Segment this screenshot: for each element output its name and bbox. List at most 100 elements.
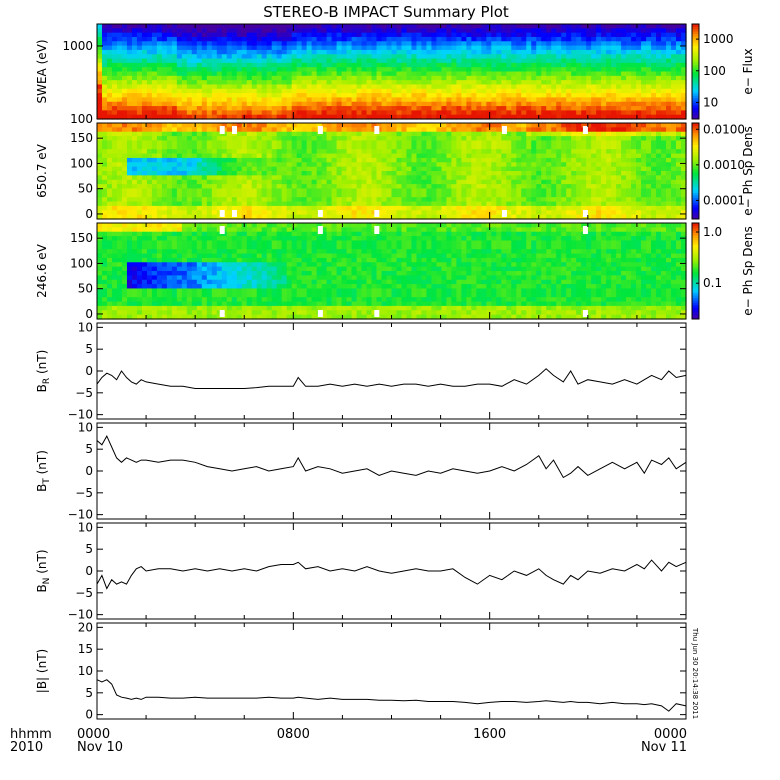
heatmap-cell <box>141 131 148 137</box>
heatmap-cell <box>306 36 313 42</box>
heatmap-cell <box>121 114 128 120</box>
heatmap-cell <box>261 210 268 216</box>
heatmap-cell <box>396 175 403 181</box>
heatmap-cell <box>441 210 448 216</box>
heatmap-cell <box>466 84 472 90</box>
heatmap-cell <box>451 84 457 90</box>
heatmap-cell <box>291 41 298 47</box>
heatmap-cell <box>376 88 383 94</box>
heatmap-cell <box>361 188 368 194</box>
heatmap-cell <box>141 153 148 159</box>
heatmap-cell <box>251 41 258 47</box>
heatmap-cell <box>246 140 253 146</box>
heatmap-cell <box>306 80 313 86</box>
heatmap-cell <box>521 45 527 51</box>
heatmap-cell <box>266 205 273 211</box>
heatmap-cell <box>271 106 278 111</box>
heatmap-cell <box>531 162 537 168</box>
heatmap-cell <box>411 45 418 51</box>
heatmap-cell <box>591 197 597 203</box>
heatmap-cell <box>306 88 313 94</box>
heatmap-cell <box>601 197 607 203</box>
heatmap-cell <box>561 75 567 81</box>
heatmap-cell <box>201 75 208 81</box>
heatmap-cell <box>286 106 293 111</box>
heatmap-cell <box>201 49 208 55</box>
heatmap-cell <box>101 80 108 86</box>
heatmap-cell <box>461 36 467 42</box>
heatmap-cell <box>146 131 153 137</box>
heatmap-cell <box>446 153 452 159</box>
heatmap-cell <box>606 175 612 181</box>
heatmap-cell <box>561 136 567 142</box>
heatmap-cell <box>331 97 338 103</box>
heatmap-cell <box>551 144 557 150</box>
heatmap-cell <box>556 162 562 168</box>
heatmap-cell <box>571 144 577 150</box>
heatmap-cell <box>366 171 373 176</box>
heatmap-cell <box>406 75 413 81</box>
heatmap-cell <box>216 192 223 198</box>
heatmap-cell <box>541 45 547 51</box>
heatmap-cell <box>616 149 622 155</box>
heatmap-cell <box>476 131 482 137</box>
heatmap-cell <box>261 67 268 73</box>
heatmap-cell <box>97 101 103 107</box>
heatmap-cell <box>116 188 123 194</box>
heatmap-cell <box>536 67 542 73</box>
heatmap-cell <box>326 179 333 185</box>
heatmap-cell <box>441 197 448 203</box>
heatmap-cell <box>671 36 677 42</box>
heatmap-cell <box>141 205 148 211</box>
heatmap-cell <box>141 84 148 90</box>
heatmap-cell <box>396 101 403 107</box>
heatmap-cell <box>491 136 497 142</box>
heatmap-cell <box>231 136 238 142</box>
heatmap-cell <box>561 80 567 86</box>
heatmap-cell <box>291 201 298 207</box>
heatmap-cell <box>151 110 158 116</box>
heatmap-cell <box>201 41 208 47</box>
heatmap-cell <box>341 97 348 103</box>
heatmap-cell <box>356 192 363 198</box>
heatmap-cell <box>491 162 497 168</box>
colorbar-step <box>692 47 699 51</box>
heatmap-cell <box>97 192 103 198</box>
heatmap-cell <box>491 144 497 150</box>
heatmap-cell <box>636 93 642 99</box>
heatmap-cell <box>426 131 433 137</box>
heatmap-cell <box>331 62 338 68</box>
heatmap-cell <box>236 54 243 60</box>
heatmap-cell <box>616 106 622 111</box>
heatmap-cell <box>306 214 313 220</box>
heatmap-cell <box>396 136 403 142</box>
heatmap-cell <box>386 127 393 133</box>
heatmap-cell <box>326 41 333 47</box>
heatmap-cell <box>616 88 622 94</box>
heatmap-cell <box>271 157 278 163</box>
heatmap-cell <box>101 153 108 159</box>
heatmap-cell <box>651 41 657 47</box>
heatmap-cell <box>436 162 443 168</box>
heatmap-cell <box>101 75 108 81</box>
heatmap-cell <box>481 67 487 73</box>
heatmap-cell <box>406 28 413 34</box>
heatmap-cell <box>166 41 173 47</box>
heatmap-cell <box>101 58 108 64</box>
heatmap-cell <box>426 149 433 155</box>
heatmap-cell <box>236 166 243 172</box>
heatmap-cell <box>471 97 477 103</box>
heatmap-cell <box>171 205 178 211</box>
heatmap-cell <box>286 114 293 120</box>
heatmap-cell <box>581 188 587 194</box>
heatmap-cell <box>286 123 293 128</box>
heatmap-cell <box>516 184 522 190</box>
heatmap-cell <box>411 80 418 86</box>
heatmap-cell <box>466 175 472 181</box>
heatmap-cell <box>336 110 343 116</box>
heatmap-cell <box>681 84 687 90</box>
heatmap-cell <box>236 88 243 94</box>
heatmap-cell <box>206 149 213 155</box>
heatmap-cell <box>171 184 178 190</box>
heatmap-cell <box>126 106 133 111</box>
